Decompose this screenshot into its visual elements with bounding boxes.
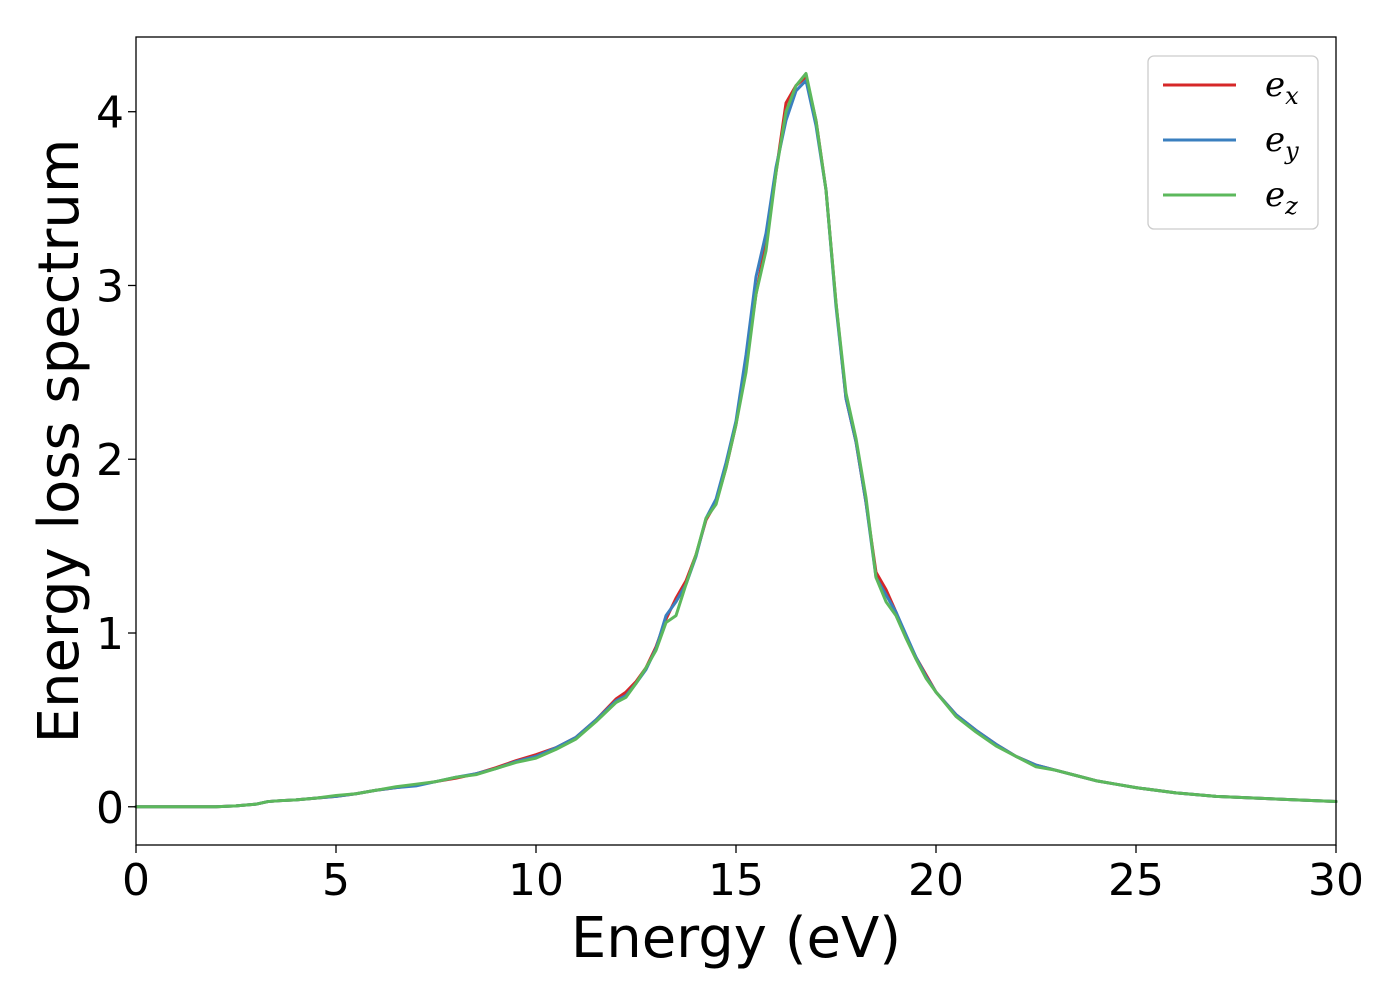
x-tick-label: 20: [908, 855, 964, 906]
x-tick-label: 5: [322, 855, 350, 906]
legend-label-z: ez: [1265, 175, 1298, 220]
x-axis-label: Energy (eV): [571, 906, 901, 971]
y-tick-label: 2: [96, 435, 124, 486]
legend-frame: [1147, 55, 1319, 230]
y-tick-label: 1: [96, 609, 124, 660]
legend-entries: ex ey ez: [1163, 65, 1299, 220]
y-axis-label: Energy loss spectrum: [27, 139, 92, 744]
x-tick-label: 25: [1108, 855, 1164, 906]
y-tick-label: 3: [96, 261, 124, 312]
legend: ex ey ez: [1147, 55, 1319, 230]
x-tick-label: 15: [708, 855, 764, 906]
y-tick-label: 0: [96, 783, 124, 834]
x-axis: 0 5 10 15 20 25 30: [122, 845, 1364, 906]
y-axis: 0 1 2 3 4: [96, 88, 136, 834]
x-tick-label: 10: [508, 855, 564, 906]
x-tick-label: 30: [1308, 855, 1364, 906]
x-tick-label: 0: [122, 855, 150, 906]
series-line-z: [134, 71, 1338, 809]
legend-label-y: ey: [1265, 120, 1299, 165]
y-tick-label: 4: [96, 88, 124, 139]
legend-label-x: ex: [1265, 65, 1299, 110]
series-layer: [134, 71, 1338, 809]
